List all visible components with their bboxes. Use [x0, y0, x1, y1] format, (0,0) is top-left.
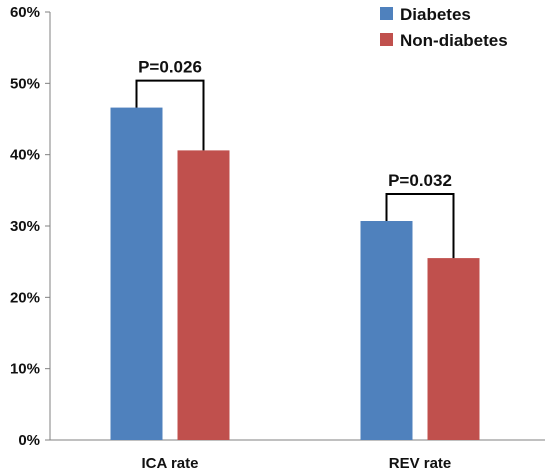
- axes: 0% 10% 20% 30% 40% 50% 60% ICA rate REV rate: [10, 4, 545, 472]
- y-tick-label: 30%: [10, 218, 40, 235]
- y-tick-label: 60%: [10, 4, 40, 21]
- bars: [110, 107, 480, 441]
- y-tick-label: 50%: [10, 75, 40, 92]
- y-tick-label: 10%: [10, 361, 40, 378]
- x-category-label: ICA rate: [142, 455, 199, 472]
- p-value-label: P=0.026: [138, 58, 202, 77]
- significance-bracket: [385, 193, 455, 259]
- y-tick-label: 0%: [18, 432, 40, 449]
- bar-diabetes: [110, 107, 163, 440]
- x-category-label: REV rate: [389, 455, 452, 472]
- legend-label: Diabetes: [400, 5, 471, 24]
- y-tick-label: 20%: [10, 289, 40, 306]
- significance-bracket: [135, 79, 205, 151]
- bar-non-diabetes: [427, 258, 480, 440]
- legend-label: Non-diabetes: [400, 31, 508, 50]
- bar-non-diabetes: [177, 150, 230, 441]
- legend: Diabetes Non-diabetes: [380, 5, 508, 50]
- bar-diabetes: [360, 221, 413, 440]
- p-value-label: P=0.032: [388, 171, 452, 190]
- y-tick-label: 40%: [10, 147, 40, 164]
- legend-swatch: [380, 33, 393, 46]
- legend-swatch: [380, 7, 393, 20]
- significance-brackets: P=0.026 P=0.032: [135, 58, 455, 259]
